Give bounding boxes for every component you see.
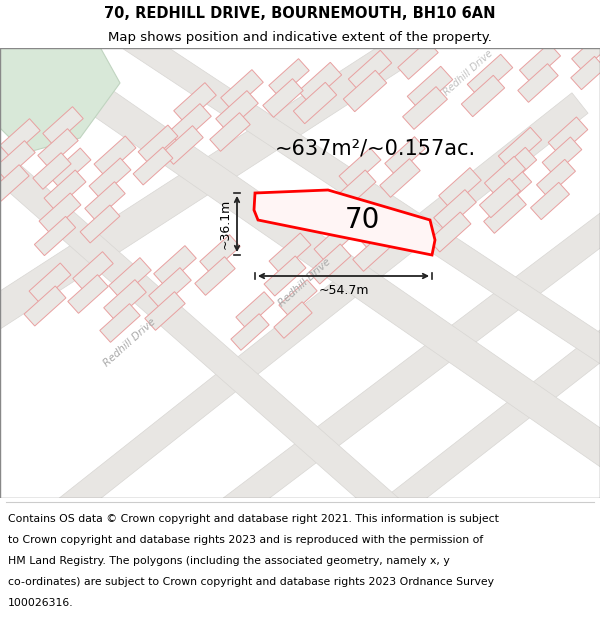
Polygon shape bbox=[279, 280, 317, 316]
Polygon shape bbox=[263, 79, 303, 118]
Polygon shape bbox=[269, 59, 309, 98]
Text: Redhill Drive: Redhill Drive bbox=[102, 317, 158, 369]
Polygon shape bbox=[169, 104, 211, 144]
Polygon shape bbox=[434, 189, 476, 231]
Polygon shape bbox=[89, 158, 131, 198]
Polygon shape bbox=[109, 258, 151, 298]
Polygon shape bbox=[44, 170, 86, 210]
Polygon shape bbox=[274, 302, 312, 338]
Polygon shape bbox=[73, 252, 113, 291]
Polygon shape bbox=[484, 156, 526, 196]
Polygon shape bbox=[100, 304, 140, 343]
Polygon shape bbox=[145, 292, 185, 331]
Text: ~637m²/~0.157ac.: ~637m²/~0.157ac. bbox=[274, 138, 476, 158]
Text: ~54.7m: ~54.7m bbox=[318, 284, 369, 296]
Polygon shape bbox=[149, 268, 191, 308]
Polygon shape bbox=[104, 279, 146, 321]
Polygon shape bbox=[47, 92, 588, 528]
Polygon shape bbox=[210, 112, 250, 151]
Polygon shape bbox=[163, 126, 203, 164]
Polygon shape bbox=[479, 178, 521, 217]
Polygon shape bbox=[94, 136, 136, 176]
Polygon shape bbox=[43, 107, 83, 146]
Polygon shape bbox=[29, 263, 71, 303]
Polygon shape bbox=[85, 182, 125, 221]
Polygon shape bbox=[488, 169, 532, 211]
Polygon shape bbox=[133, 147, 173, 185]
Text: Redhill Drive: Redhill Drive bbox=[442, 48, 494, 98]
Polygon shape bbox=[93, 7, 600, 379]
Polygon shape bbox=[536, 159, 575, 197]
Polygon shape bbox=[195, 257, 235, 296]
Polygon shape bbox=[467, 54, 513, 98]
Polygon shape bbox=[216, 91, 258, 131]
Text: HM Land Registry. The polygons (including the associated geometry, namely x, y: HM Land Registry. The polygons (includin… bbox=[8, 556, 449, 566]
Polygon shape bbox=[174, 82, 216, 123]
Polygon shape bbox=[520, 43, 560, 82]
Polygon shape bbox=[334, 170, 376, 210]
Polygon shape bbox=[542, 137, 582, 175]
Polygon shape bbox=[380, 159, 420, 198]
Text: ~36.1m: ~36.1m bbox=[218, 199, 232, 249]
Polygon shape bbox=[24, 286, 66, 326]
Polygon shape bbox=[461, 75, 505, 117]
Polygon shape bbox=[358, 211, 398, 249]
Polygon shape bbox=[548, 117, 588, 155]
Polygon shape bbox=[398, 41, 438, 79]
Polygon shape bbox=[39, 193, 81, 233]
Polygon shape bbox=[372, 312, 600, 528]
Polygon shape bbox=[407, 66, 453, 110]
Polygon shape bbox=[314, 221, 356, 261]
Polygon shape bbox=[264, 256, 306, 296]
Polygon shape bbox=[0, 5, 600, 481]
Polygon shape bbox=[49, 148, 91, 188]
Text: 70, REDHILL DRIVE, BOURNEMOUTH, BH10 6AN: 70, REDHILL DRIVE, BOURNEMOUTH, BH10 6AN bbox=[104, 6, 496, 21]
Polygon shape bbox=[349, 50, 392, 92]
Text: to Crown copyright and database rights 2023 and is reproduced with the permissio: to Crown copyright and database rights 2… bbox=[8, 535, 483, 545]
Polygon shape bbox=[138, 125, 178, 163]
Polygon shape bbox=[34, 216, 76, 256]
Polygon shape bbox=[571, 56, 600, 89]
Text: Map shows position and indicative extent of the property.: Map shows position and indicative extent… bbox=[108, 31, 492, 44]
Polygon shape bbox=[385, 137, 425, 176]
Text: co-ordinates) are subject to Crown copyright and database rights 2023 Ordnance S: co-ordinates) are subject to Crown copyr… bbox=[8, 577, 494, 587]
Polygon shape bbox=[221, 69, 263, 111]
Polygon shape bbox=[254, 190, 435, 255]
Polygon shape bbox=[0, 0, 600, 336]
Polygon shape bbox=[38, 129, 78, 168]
Text: Redhill Drive: Redhill Drive bbox=[277, 257, 333, 309]
Text: Contains OS data © Crown copyright and database right 2021. This information is : Contains OS data © Crown copyright and d… bbox=[8, 514, 499, 524]
Polygon shape bbox=[68, 274, 108, 313]
Polygon shape bbox=[236, 292, 274, 328]
Polygon shape bbox=[353, 232, 393, 271]
Polygon shape bbox=[212, 197, 600, 529]
Polygon shape bbox=[429, 212, 471, 252]
Polygon shape bbox=[499, 127, 542, 169]
Polygon shape bbox=[439, 168, 481, 208]
Polygon shape bbox=[530, 182, 569, 219]
Polygon shape bbox=[269, 233, 311, 273]
Polygon shape bbox=[572, 36, 600, 71]
Polygon shape bbox=[154, 246, 196, 286]
Polygon shape bbox=[518, 64, 558, 102]
Polygon shape bbox=[80, 205, 120, 243]
Text: 70: 70 bbox=[344, 206, 380, 234]
Text: 100026316.: 100026316. bbox=[8, 598, 73, 608]
Polygon shape bbox=[403, 87, 448, 129]
Polygon shape bbox=[0, 38, 120, 153]
Polygon shape bbox=[309, 244, 351, 284]
Polygon shape bbox=[493, 148, 536, 189]
Polygon shape bbox=[0, 138, 409, 529]
Polygon shape bbox=[200, 234, 240, 273]
Polygon shape bbox=[298, 62, 341, 104]
Polygon shape bbox=[33, 152, 71, 189]
Polygon shape bbox=[339, 148, 381, 188]
Polygon shape bbox=[0, 119, 40, 158]
Polygon shape bbox=[0, 141, 35, 179]
Polygon shape bbox=[0, 165, 29, 201]
Polygon shape bbox=[293, 82, 337, 124]
Polygon shape bbox=[484, 192, 526, 233]
Polygon shape bbox=[343, 70, 386, 112]
Polygon shape bbox=[231, 314, 269, 350]
